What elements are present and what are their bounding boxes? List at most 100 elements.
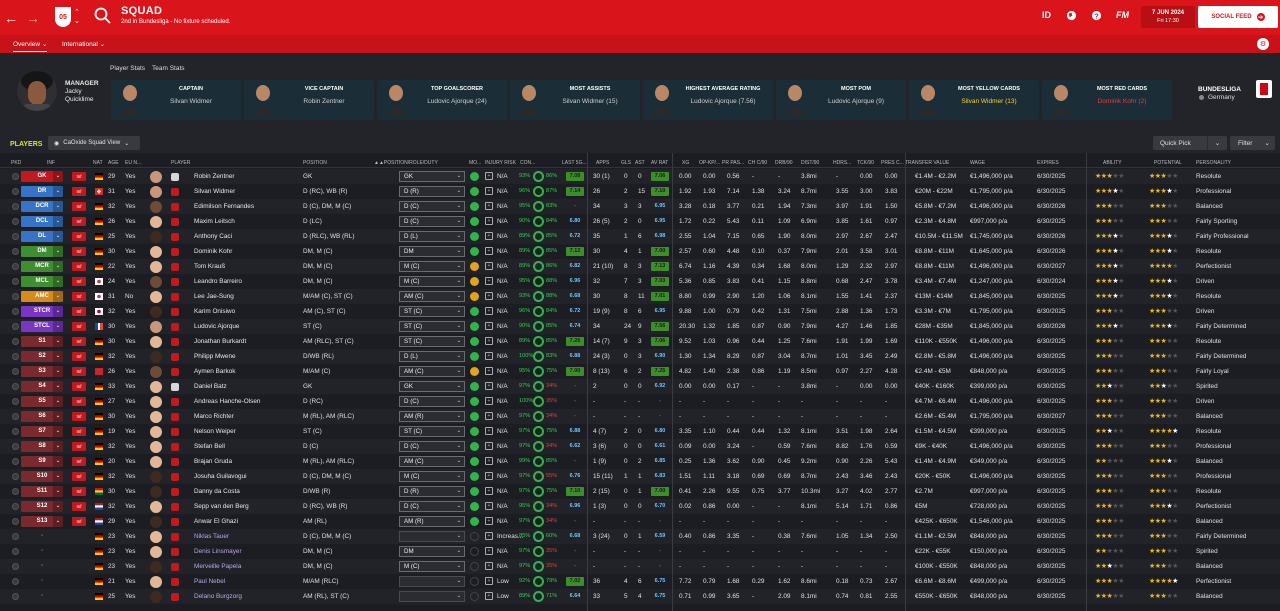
squad-slot-select[interactable]: - <box>21 591 63 602</box>
select-radio[interactable] <box>12 593 19 600</box>
column-header[interactable]: TRANSFER VALUE <box>905 160 950 166</box>
table-row[interactable]: DR ⌄ Inf 31 Yes Silvan Widmer D (RC), WB … <box>0 184 1280 199</box>
tab-overview[interactable]: Overview ⌄ <box>13 40 48 52</box>
select-radio[interactable] <box>12 323 19 330</box>
role-select[interactable]: ST (C) ⌄ <box>399 321 465 332</box>
role-select[interactable]: GK ⌄ <box>399 381 465 392</box>
table-row[interactable]: S2 ⌄ Inf 32 Yes Philipp Mwene D/WB (RL) D… <box>0 349 1280 364</box>
influence-badge[interactable]: Inf <box>72 472 86 481</box>
squad-view-select[interactable]: ◉ CaOxide Squad View ⌄ <box>48 136 140 150</box>
player-name[interactable]: Maxim Leitsch <box>194 218 235 225</box>
table-row[interactable]: AMC ⌄ Inf 31 No Lee Jae-Sung M/AM (C), ST… <box>0 289 1280 304</box>
table-row[interactable]: STCL ⌄ Inf 30 Yes Ludovic Ajorque ST (C) … <box>0 319 1280 334</box>
select-radio[interactable] <box>12 233 19 240</box>
column-header[interactable]: PRES C... <box>881 160 904 166</box>
role-select[interactable]: D (C) ⌄ <box>399 501 465 512</box>
squad-slot-select[interactable]: - <box>21 576 63 587</box>
stat-card-value[interactable]: Dominik Kohr (2) <box>1097 98 1147 105</box>
table-row[interactable]: - 23 Yes Merveille Papela DM, M (C) M (C… <box>0 559 1280 574</box>
id-icon[interactable]: ID <box>1042 10 1051 20</box>
column-header[interactable]: DRB/90 <box>775 160 793 166</box>
stat-card-value[interactable]: Silvan Widmer (15) <box>562 98 618 105</box>
search-icon[interactable] <box>93 6 113 26</box>
gear-icon[interactable]: ⚙ <box>1257 38 1269 50</box>
filter-button[interactable]: Filter ⌄ <box>1230 136 1275 150</box>
squad-slot-select[interactable]: DCL ⌄ <box>21 216 63 227</box>
squad-slot-select[interactable]: MCL ⌄ <box>21 276 63 287</box>
player-name[interactable]: Anwar El Ghazi <box>194 518 239 525</box>
player-name[interactable]: Lee Jae-Sung <box>194 293 234 300</box>
column-header[interactable]: POTENTIAL <box>1154 160 1182 166</box>
select-radio[interactable] <box>12 518 19 525</box>
chevron-down-icon[interactable]: ⌄ <box>1207 136 1227 150</box>
column-header[interactable]: AGE <box>108 160 119 166</box>
role-select[interactable]: D (C) ⌄ <box>399 201 465 212</box>
table-row[interactable]: S7 ⌄ Inf 19 Yes Nelson Weiper ST (C) ST (… <box>0 424 1280 439</box>
column-header[interactable]: WAGE <box>970 160 986 166</box>
role-select[interactable]: ⌄ <box>399 576 465 587</box>
select-radio[interactable] <box>12 188 19 195</box>
table-row[interactable]: S9 ⌄ Inf 20 Yes Brajan Gruda M (RL), AM (… <box>0 454 1280 469</box>
role-select[interactable]: ⌄ <box>399 591 465 602</box>
select-radio[interactable] <box>12 173 19 180</box>
select-radio[interactable] <box>12 278 19 285</box>
role-select[interactable]: D (L) ⌄ <box>399 231 465 242</box>
squad-slot-select[interactable]: S11 ⌄ <box>21 486 63 497</box>
table-row[interactable]: - 23 Yes Denis Linsmayer DM, M (C) DM ⌄ +… <box>0 544 1280 559</box>
stat-card[interactable]: VICE CAPTAIN Robin Zentner <box>244 80 374 120</box>
influence-badge[interactable]: Inf <box>72 292 86 301</box>
social-feed-button[interactable]: SOCIAL FEED ➔ <box>1198 6 1278 28</box>
table-row[interactable]: S6 ⌄ Inf 30 Yes Marco Richter M (RL), AM … <box>0 409 1280 424</box>
influence-badge[interactable]: Inf <box>72 487 86 496</box>
bundesliga-logo-icon[interactable] <box>1256 80 1272 98</box>
player-name[interactable]: Delano Burgzorg <box>194 593 242 600</box>
influence-badge[interactable]: Inf <box>72 382 86 391</box>
player-name[interactable]: Leandro Barreiro <box>194 278 242 285</box>
squad-slot-select[interactable]: S10 ⌄ <box>21 471 63 482</box>
column-header[interactable]: DIST/90 <box>801 160 820 166</box>
table-row[interactable]: S5 ⌄ Inf 27 Yes Andreas Hanche-Olsen D (R… <box>0 394 1280 409</box>
globe-icon[interactable] <box>1066 10 1077 21</box>
squad-slot-select[interactable]: DL ⌄ <box>21 231 63 242</box>
back-arrow-icon[interactable]: ← <box>4 9 18 26</box>
influence-badge[interactable]: Inf <box>72 517 86 526</box>
role-select[interactable]: AM (C) ⌄ <box>399 456 465 467</box>
influence-badge[interactable]: Inf <box>72 202 86 211</box>
stat-card[interactable]: HIGHEST AVERAGE RATING Ludovic Ajorque (… <box>643 80 773 120</box>
select-radio[interactable] <box>12 548 19 555</box>
role-select[interactable]: D (C) ⌄ <box>399 396 465 407</box>
squad-slot-select[interactable]: - <box>21 531 63 542</box>
select-radio[interactable] <box>12 218 19 225</box>
table-row[interactable]: S4 ⌄ Inf 33 Yes Daniel Batz GK GK ⌄ + N/A … <box>0 379 1280 394</box>
stat-card[interactable]: MOST ASSISTS Silvan Widmer (15) <box>510 80 640 120</box>
influence-badge[interactable]: Inf <box>72 502 86 511</box>
stat-card-value[interactable]: Silvan Widmer <box>170 98 212 105</box>
stat-card[interactable]: MOST POM Ludovic Ajorque (9) <box>776 80 906 120</box>
stat-card[interactable]: MOST YELLOW CARDS Silvan Widmer (13) <box>909 80 1039 120</box>
player-name[interactable]: Karim Onisiwo <box>194 308 236 315</box>
column-header[interactable]: PERSONALITY <box>1196 160 1232 166</box>
quick-pick-button[interactable]: Quick Pick ⌄ <box>1153 136 1227 150</box>
tab-player-stats[interactable]: Player Stats <box>110 65 146 72</box>
squad-slot-select[interactable]: S9 ⌄ <box>21 456 63 467</box>
role-select[interactable]: M (C) ⌄ <box>399 471 465 482</box>
select-radio[interactable] <box>12 503 19 510</box>
column-header[interactable]: INJURY RISK <box>485 160 516 166</box>
role-select[interactable]: ST (C) ⌄ <box>399 426 465 437</box>
player-name[interactable]: Danny da Costa <box>194 488 240 495</box>
influence-badge[interactable]: Inf <box>72 367 86 376</box>
select-radio[interactable] <box>12 308 19 315</box>
squad-slot-select[interactable]: - <box>21 546 63 557</box>
player-name[interactable]: Sepp van den Berg <box>194 503 249 510</box>
select-radio[interactable] <box>12 428 19 435</box>
squad-slot-select[interactable]: AMC ⌄ <box>21 291 63 302</box>
select-radio[interactable] <box>12 293 19 300</box>
table-row[interactable]: S11 ⌄ Inf 30 Yes Danny da Costa D/WB (R) … <box>0 484 1280 499</box>
column-header[interactable]: CH C/90 <box>748 160 768 166</box>
table-row[interactable]: - 21 Yes Paul Nebel M/AM (RLC) ⌄ + Low 9… <box>0 574 1280 589</box>
tab-team-stats[interactable]: Team Stats <box>152 65 185 72</box>
select-radio[interactable] <box>12 263 19 270</box>
select-radio[interactable] <box>12 248 19 255</box>
table-row[interactable]: S3 ⌄ Inf 26 Yes Aymen Barkok M/AM (C) AM … <box>0 364 1280 379</box>
player-name[interactable]: Niklas Tauer <box>194 533 230 540</box>
